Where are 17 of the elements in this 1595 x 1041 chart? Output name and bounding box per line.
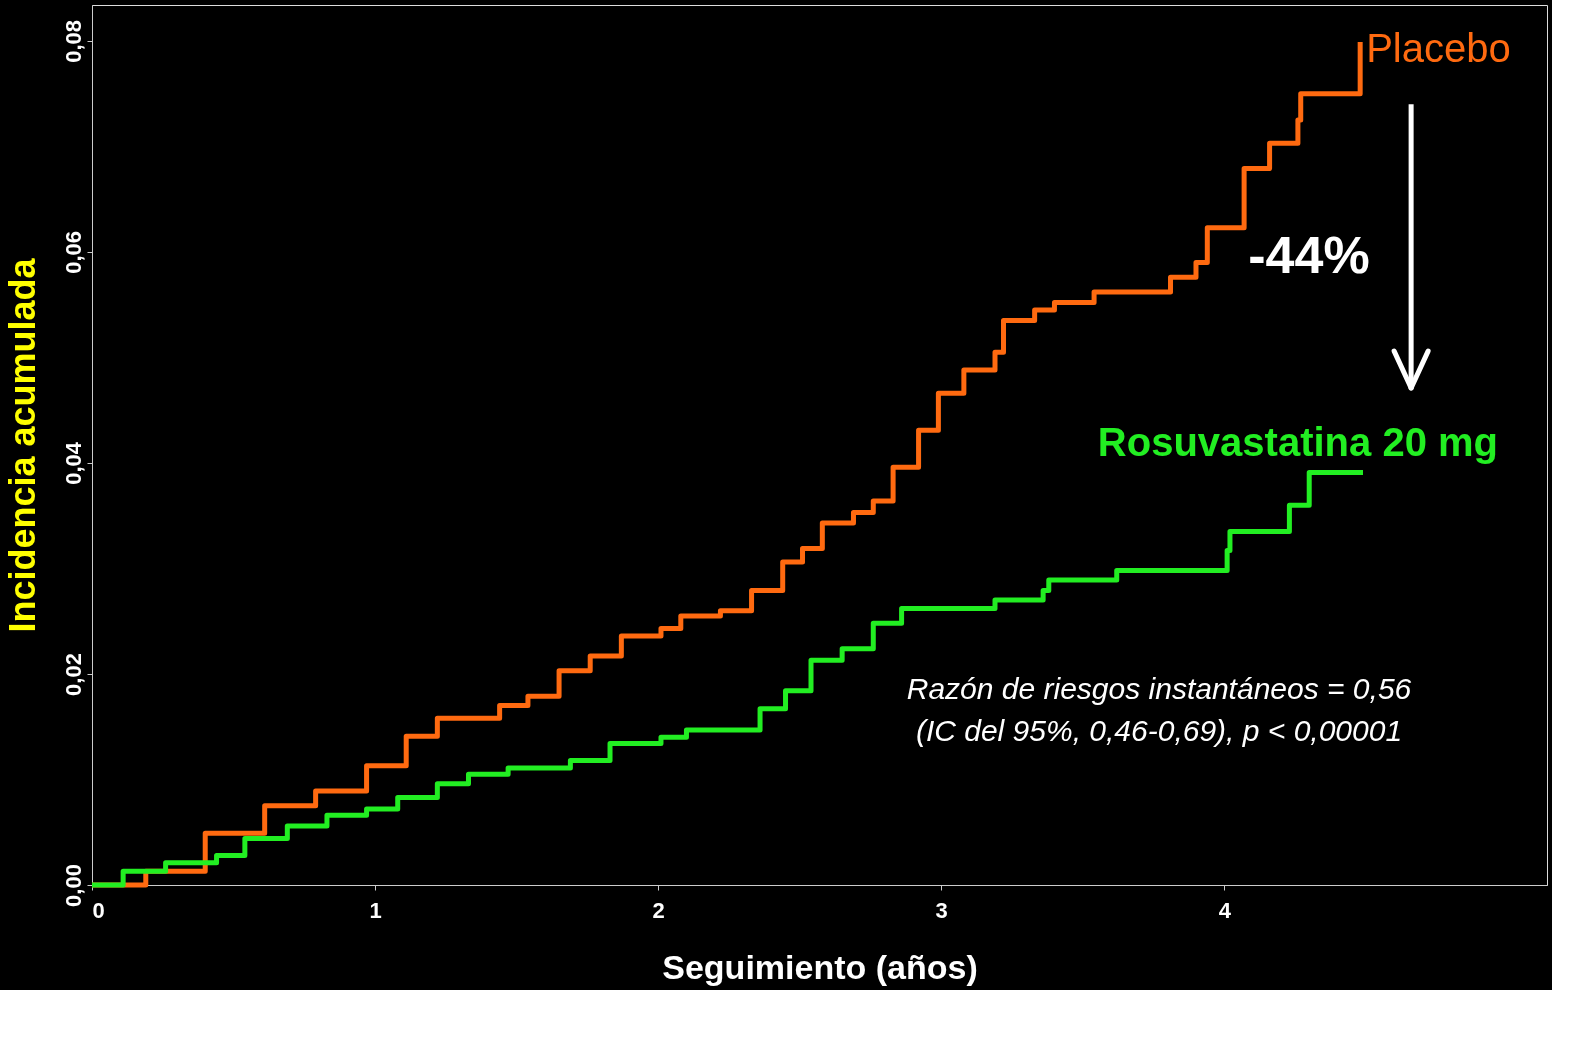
annotation: -44%: [1248, 226, 1370, 284]
y-tick-label: 0,04: [60, 441, 86, 485]
annotation: Razón de riesgos instantáneos = 0,56: [906, 672, 1412, 705]
y-tick-label: 0,00: [60, 864, 86, 907]
x-tick-label: 2: [652, 897, 665, 923]
x-tick-label: 0: [92, 897, 105, 923]
x-tick-label: 4: [1218, 897, 1232, 923]
y-tick-label: 0,02: [60, 653, 86, 696]
x-tick-label: 1: [369, 897, 382, 923]
x-axis-title: Seguimiento (años): [662, 947, 978, 986]
y-tick-label: 0,08: [60, 19, 86, 63]
y-axis-title: Incidencia acumulada: [1, 257, 43, 633]
series-label: Rosuvastatina 20 mg: [1097, 420, 1498, 465]
x-tick-label: 3: [935, 897, 948, 923]
series-label: Placebo: [1366, 25, 1511, 70]
annotation: (IC del 95%, 0,46-0,69), p < 0,00001: [915, 714, 1403, 747]
y-tick-label: 0,06: [60, 230, 86, 274]
